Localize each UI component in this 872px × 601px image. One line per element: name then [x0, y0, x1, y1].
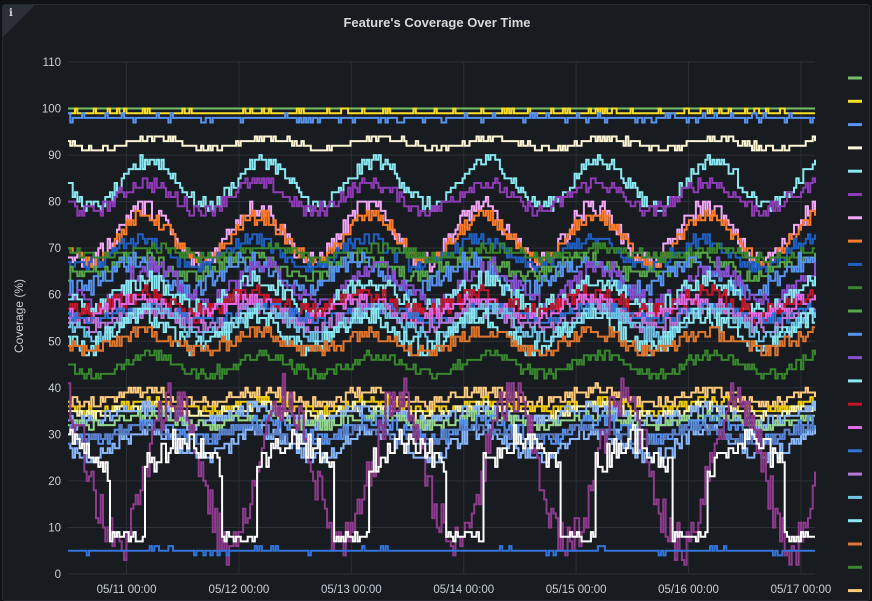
legend-swatch	[848, 99, 862, 103]
series-line[interactable]	[68, 177, 816, 217]
series-line[interactable]	[68, 545, 815, 557]
y-tick-label: 10	[48, 522, 61, 534]
legend-swatch	[848, 519, 862, 523]
legend-item[interactable]	[848, 426, 862, 429]
legend-item[interactable]	[848, 402, 862, 406]
legend-swatch	[848, 495, 862, 499]
legend-item[interactable]	[848, 472, 862, 476]
series-line[interactable]	[68, 349, 816, 380]
series-layer	[68, 107, 816, 566]
series-line[interactable]	[68, 242, 815, 264]
legend-swatch	[848, 379, 862, 383]
series-line[interactable]	[68, 424, 815, 445]
y-tick-label: 90	[48, 150, 61, 162]
legend-item[interactable]	[848, 123, 862, 127]
legend-swatch	[848, 402, 862, 406]
legend-swatch	[848, 146, 862, 150]
legend-item[interactable]	[848, 449, 862, 453]
legend[interactable]	[848, 76, 862, 593]
legend-swatch	[848, 286, 862, 290]
legend-item[interactable]	[848, 169, 862, 173]
legend-swatch	[848, 332, 862, 336]
y-tick-label: 80	[48, 197, 61, 209]
y-tick-label: 100	[42, 104, 61, 116]
panel-info-corner[interactable]	[3, 5, 35, 37]
legend-item[interactable]	[848, 356, 862, 360]
x-tick-label: 05/17 00:00	[771, 584, 832, 596]
chart-title: Feature's Coverage Over Time	[343, 15, 531, 30]
legend-swatch	[848, 169, 862, 173]
y-tick-label: 20	[48, 476, 61, 488]
legend-swatch	[848, 76, 862, 80]
series-line[interactable]	[68, 107, 815, 115]
legend-swatch	[848, 216, 862, 220]
legend-swatch	[848, 356, 862, 360]
legend-item[interactable]	[848, 542, 862, 546]
legend-swatch	[848, 426, 862, 429]
y-tick-label: 0	[55, 569, 61, 581]
legend-item[interactable]	[848, 216, 862, 220]
legend-swatch	[848, 239, 862, 243]
legend-swatch	[848, 449, 862, 453]
x-axis: 05/11 00:00 05/12 00:00 05/13 00:00 05/14 0…	[97, 584, 832, 596]
y-tick-label: 60	[48, 290, 61, 302]
y-axis: 0 10 20 30 40 50 60 70 80 90 100 110	[42, 57, 61, 581]
x-tick-label: 05/11 00:00	[97, 584, 157, 596]
legend-swatch	[848, 472, 862, 476]
y-tick-label: 110	[43, 57, 61, 69]
series-line[interactable]	[68, 326, 815, 357]
legend-swatch	[848, 123, 862, 127]
x-tick-label: 05/16 00:00	[658, 584, 719, 596]
legend-item[interactable]	[848, 589, 862, 593]
legend-item[interactable]	[848, 565, 862, 569]
legend-item[interactable]	[848, 99, 862, 103]
x-tick-label: 05/13 00:00	[321, 584, 382, 596]
legend-item[interactable]	[848, 332, 862, 336]
legend-item[interactable]	[848, 239, 862, 243]
series-line[interactable]	[68, 196, 816, 273]
series-line[interactable]	[68, 256, 816, 315]
series-line[interactable]	[68, 135, 816, 152]
legend-swatch	[848, 262, 862, 266]
legend-swatch	[848, 589, 862, 593]
series-line[interactable]	[68, 424, 815, 543]
legend-swatch	[848, 565, 862, 569]
legend-item[interactable]	[848, 286, 862, 290]
legend-swatch	[848, 542, 862, 546]
legend-item[interactable]	[848, 519, 862, 523]
legend-item[interactable]	[848, 193, 862, 196]
legend-item[interactable]	[848, 76, 862, 80]
legend-item[interactable]	[848, 379, 862, 383]
legend-swatch	[848, 193, 862, 196]
y-tick-label: 40	[48, 383, 61, 395]
legend-item[interactable]	[848, 309, 862, 313]
y-tick-label: 70	[48, 243, 61, 255]
series-line[interactable]	[68, 112, 815, 124]
info-icon[interactable]: i	[9, 8, 13, 19]
legend-item[interactable]	[848, 262, 862, 266]
x-tick-label: 05/12 00:00	[209, 584, 270, 596]
x-tick-label: 05/14 00:00	[433, 584, 494, 596]
legend-item[interactable]	[848, 495, 862, 499]
legend-item[interactable]	[848, 146, 862, 150]
y-tick-label: 30	[48, 429, 61, 441]
y-axis-title: Coverage (%)	[12, 279, 26, 353]
x-tick-label: 05/15 00:00	[546, 584, 607, 596]
legend-swatch	[848, 309, 862, 313]
y-tick-label: 50	[48, 336, 61, 348]
